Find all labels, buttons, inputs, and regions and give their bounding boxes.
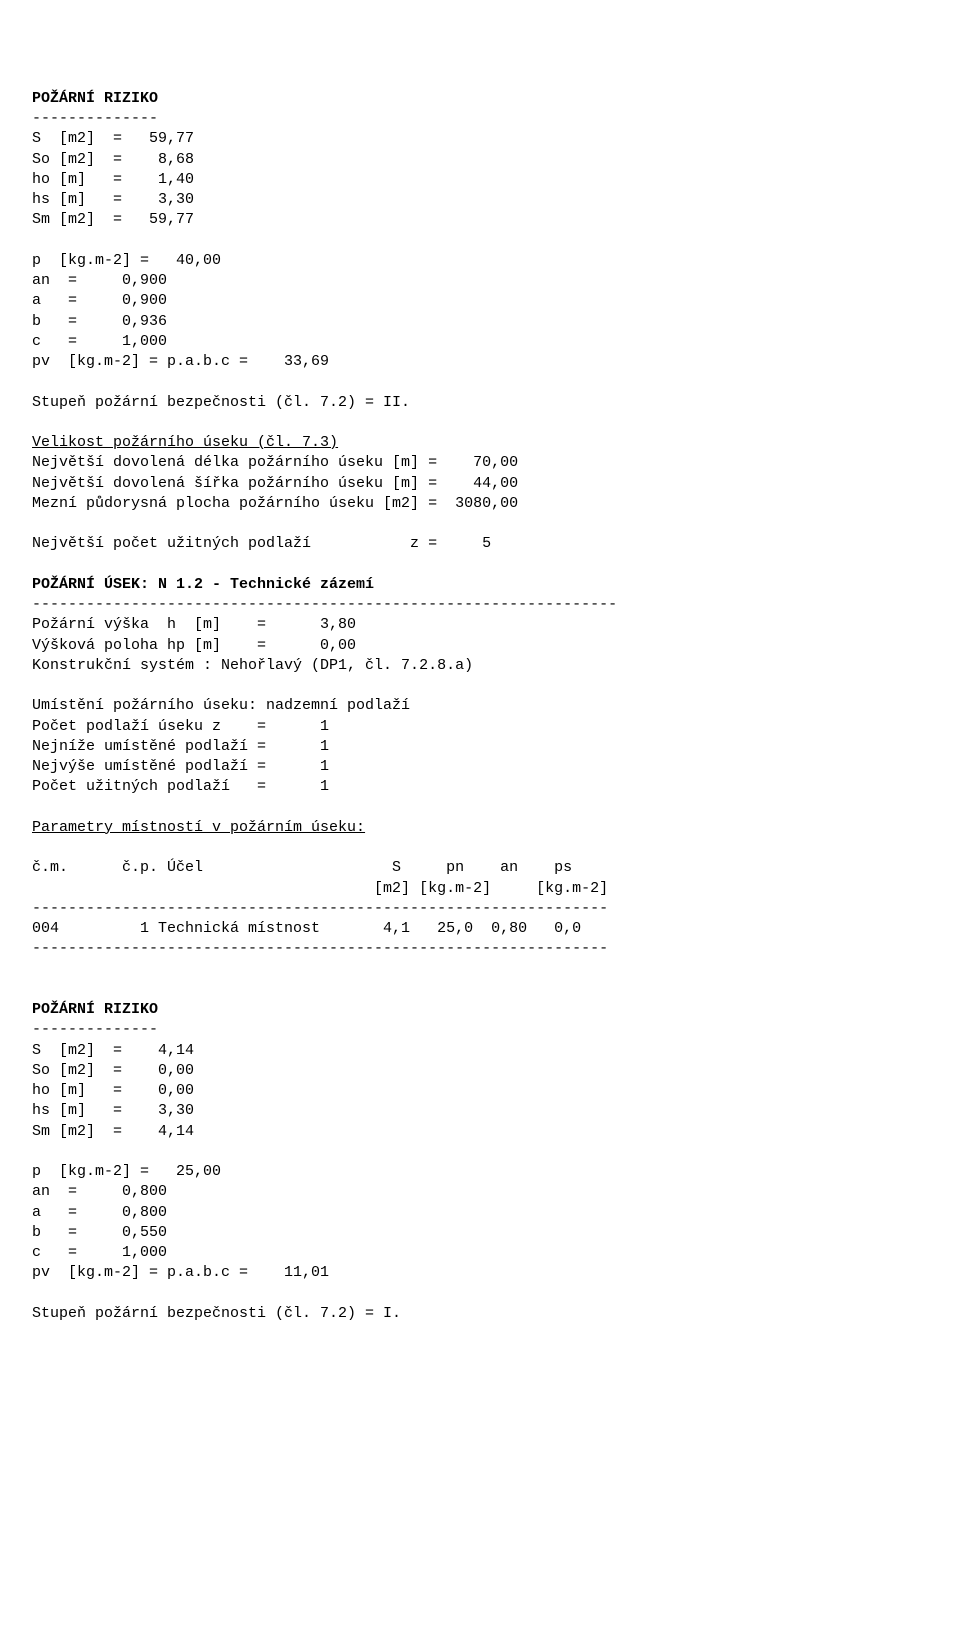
section-title: POŽÁRNÍ RIZIKO [32,90,158,107]
spb-line: Stupeň požární bezpečnosti (čl. 7.2) = I… [32,394,410,411]
load-b: b = 0,936 [32,313,167,330]
geom-S: S [m2] = 59,77 [32,130,194,147]
load-c: c = 1,000 [32,1244,167,1261]
rooms-heading: Parametry místností v požárním úseku: [32,819,365,836]
geom-Sm: Sm [m2] = 4,14 [32,1123,194,1140]
table-header-1: č.m. č.p. Účel S pn an ps [32,859,572,876]
geom-hs: hs [m] = 3,30 [32,191,194,208]
load-p: p [kg.m-2] = 40,00 [32,252,221,269]
max-area: Mezní půdorysná plocha požárního úseku [… [32,495,518,512]
load-pv: pv [kg.m-2] = p.a.b.c = 11,01 [32,1264,329,1281]
geom-Sm: Sm [m2] = 59,77 [32,211,194,228]
location: Umístění požárního úseku: nadzemní podla… [32,697,410,714]
divider: -------------- [32,110,158,127]
max-length: Největší dovolená délka požárního úseku … [32,454,518,471]
size-heading: Velikost požárního úseku (čl. 7.3) [32,434,338,451]
height-pos: Výšková poloha hp [m] = 0,00 [32,637,356,654]
geom-ho: ho [m] = 0,00 [32,1082,194,1099]
load-a: a = 0,900 [32,292,167,309]
usable-floors: Počet užitných podlaží = 1 [32,778,329,795]
fire-height: Požární výška h [m] = 3,80 [32,616,356,633]
max-width: Největší dovolená šířka požárního úseku … [32,475,518,492]
divider: -------------- [32,1021,158,1038]
geom-So: So [m2] = 8,68 [32,151,194,168]
load-pv: pv [kg.m-2] = p.a.b.c = 33,69 [32,353,329,370]
table-row: 004 1 Technická místnost 4,1 25,0 0,80 0… [32,920,581,937]
geom-So: So [m2] = 0,00 [32,1062,194,1079]
geom-S: S [m2] = 4,14 [32,1042,194,1059]
construction: Konstrukční systém : Nehořlavý (DP1, čl.… [32,657,473,674]
load-an: an = 0,900 [32,272,167,289]
geom-ho: ho [m] = 1,40 [32,171,194,188]
load-a: a = 0,800 [32,1204,167,1221]
spb-line: Stupeň požární bezpečnosti (čl. 7.2) = I… [32,1305,401,1322]
table-sep: ----------------------------------------… [32,940,608,957]
usek-title: POŽÁRNÍ ÚSEK: N 1.2 - Technické zázemí [32,576,374,593]
load-p: p [kg.m-2] = 25,00 [32,1163,221,1180]
highest-floor: Nejvýše umístěné podlaží = 1 [32,758,329,775]
floors-z: Počet podlaží úseku z = 1 [32,718,329,735]
section-title: POŽÁRNÍ RIZIKO [32,1001,158,1018]
divider-long: ----------------------------------------… [32,596,617,613]
load-b: b = 0,550 [32,1224,167,1241]
geom-hs: hs [m] = 3,30 [32,1102,194,1119]
load-an: an = 0,800 [32,1183,167,1200]
load-c: c = 1,000 [32,333,167,350]
table-sep: ----------------------------------------… [32,900,608,917]
lowest-floor: Nejníže umístěné podlaží = 1 [32,738,329,755]
max-floors: Největší počet užitných podlaží z = 5 [32,535,491,552]
table-header-2: [m2] [kg.m-2] [kg.m-2] [32,880,608,897]
